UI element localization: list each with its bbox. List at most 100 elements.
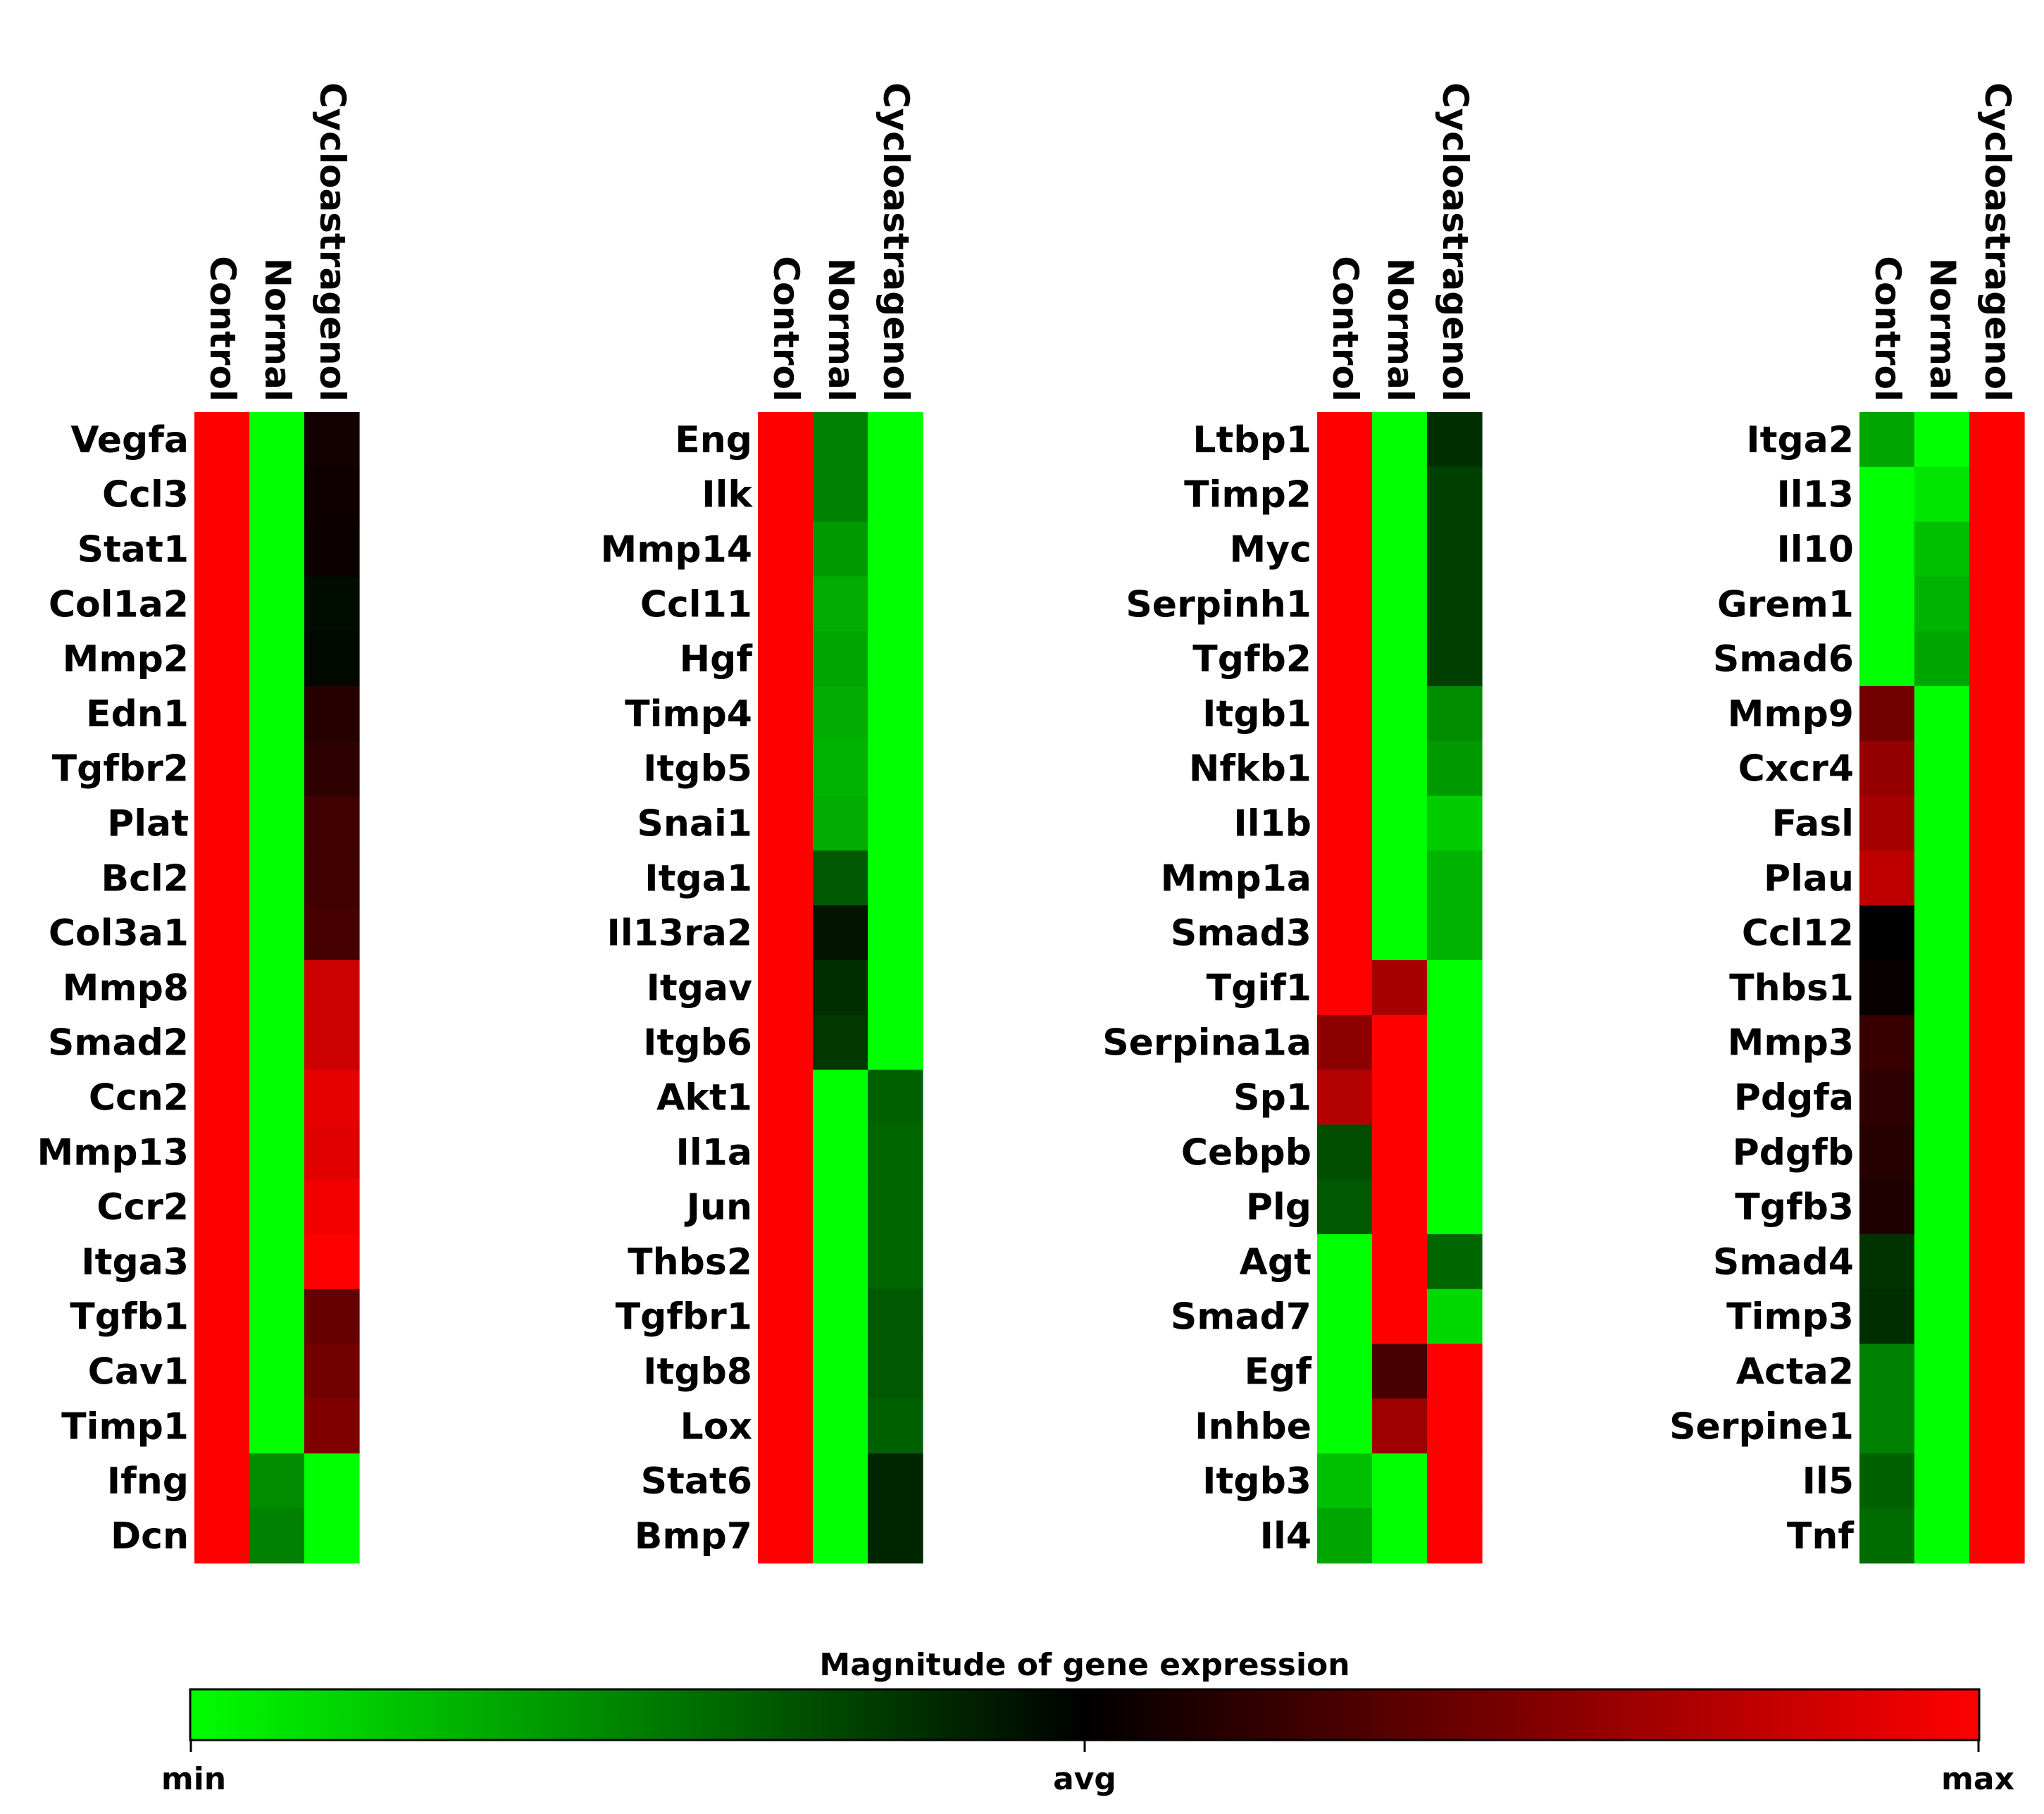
row-label: Cxcr4 (1738, 748, 1854, 790)
heatmap-cell (1914, 521, 1970, 577)
heatmap-cell (304, 412, 360, 468)
heatmap-cell (813, 1179, 868, 1235)
row-label: Mmp1a (1161, 857, 1311, 900)
heatmap-panel: Control Normal Cycloastragenol Eng Ilk Mmp14 C… (600, 82, 923, 1564)
heatmap-cell (249, 521, 305, 577)
heatmap-cell (868, 576, 923, 632)
heatmap-cell (1427, 1453, 1483, 1509)
row-label: Itgav (647, 967, 753, 1009)
heatmap-cell (249, 1453, 305, 1509)
row-label: Smad3 (1171, 912, 1311, 955)
heatmap-cell (758, 1234, 814, 1290)
heatmap-cell (194, 466, 250, 523)
row-label: Fasl (1772, 803, 1854, 845)
heatmap-cell (1859, 905, 1915, 961)
heatmap-cell (1859, 850, 1915, 906)
heatmap-cell (813, 1398, 868, 1454)
row-label: Mmp2 (63, 638, 189, 681)
column-label: Control (1867, 256, 1908, 402)
heatmap-cell (868, 412, 923, 468)
row-label: Mmp9 (1728, 693, 1854, 735)
heatmap-cell (1427, 1014, 1483, 1071)
heatmap-cell (813, 631, 868, 687)
column-label: Control (1325, 256, 1366, 402)
heatmap-cell (1969, 1069, 2025, 1125)
heatmap-cell (1427, 466, 1483, 523)
row-label: Akt1 (656, 1077, 752, 1119)
row-label: Ilk (702, 474, 753, 516)
heatmap-cell (868, 1398, 923, 1454)
heatmap-cell (758, 576, 814, 632)
row-label: Ccl11 (640, 583, 752, 626)
heatmap-cell (1427, 1508, 1483, 1564)
heatmap-cell (758, 1453, 814, 1509)
heatmap-cell (868, 1069, 923, 1125)
row-label: Serpina1a (1102, 1022, 1311, 1064)
heatmap-cell (1372, 960, 1428, 1016)
row-label: Mmp3 (1728, 1022, 1854, 1064)
row-label: Itga2 (1746, 419, 1854, 461)
heatmap-cell (1427, 1343, 1483, 1399)
heatmap-cell (1969, 1234, 2025, 1290)
heatmap-cell (194, 1398, 250, 1454)
row-label: Il1a (676, 1131, 752, 1174)
heatmap-cell (1969, 1179, 2025, 1235)
colorbar-avg-label: avg (1053, 1761, 1116, 1797)
heatmap-cell (758, 905, 814, 961)
heatmap-cell (1372, 850, 1428, 906)
row-label: Nfkb1 (1189, 748, 1311, 790)
heatmap-cell (1914, 1508, 1970, 1564)
heatmap-cell (1969, 850, 2025, 906)
heatmap-cell (1427, 1069, 1483, 1125)
heatmap-cell (758, 1288, 814, 1345)
row-label: Itga1 (644, 857, 752, 900)
row-label: Cebpb (1181, 1131, 1311, 1174)
heatmap-cell (1317, 1014, 1373, 1071)
heatmap-cell (1914, 576, 1970, 632)
heatmap-cell (868, 521, 923, 577)
row-label: Timp1 (61, 1405, 189, 1448)
heatmap-cell (1969, 686, 2025, 742)
heatmap-cell (1969, 1124, 2025, 1180)
heatmap-cell (1427, 521, 1483, 577)
heatmap-cell (1427, 1124, 1483, 1180)
heatmap-cell (1372, 1508, 1428, 1564)
heatmap-cell (1427, 1234, 1483, 1290)
row-label: Itga3 (81, 1241, 189, 1284)
heatmap-cell (1914, 1288, 1970, 1345)
row-label: Plg (1246, 1186, 1311, 1229)
heatmap-cell (249, 1234, 305, 1290)
heatmap-cell (1859, 1508, 1915, 1564)
heatmap-cell (304, 1288, 360, 1345)
heatmap-cell (1859, 686, 1915, 742)
heatmap-cell (758, 1069, 814, 1125)
heatmap-cell (1914, 1069, 1970, 1125)
row-label: Smad7 (1171, 1296, 1311, 1338)
heatmap-cell (194, 1179, 250, 1235)
heatmap-cell (813, 795, 868, 851)
heatmap-cell (1427, 686, 1483, 742)
row-label: Itgb8 (643, 1351, 752, 1393)
heatmap-cell (1317, 1398, 1373, 1454)
heatmap-cell (249, 631, 305, 687)
heatmap-cell (1914, 1179, 1970, 1235)
heatmap-cell (1969, 631, 2025, 687)
column-label: Cycloastragenol (1435, 82, 1476, 402)
heatmap-cell (1317, 850, 1373, 906)
heatmap-cell (1969, 1343, 2025, 1399)
heatmap-cell (249, 1124, 305, 1180)
heatmap-cell (1859, 960, 1915, 1016)
heatmap-cell (194, 1234, 250, 1290)
row-label: Bcl2 (101, 857, 189, 900)
heatmap-cell (304, 850, 360, 906)
heatmap-cell (194, 1343, 250, 1399)
heatmap-cell (194, 1124, 250, 1180)
heatmap-cell (1914, 905, 1970, 961)
heatmap-cell (868, 1014, 923, 1071)
row-label: Timp3 (1726, 1296, 1854, 1338)
row-label: Itgb6 (643, 1022, 752, 1064)
heatmap-cell (1372, 521, 1428, 577)
row-label: Ltbp1 (1192, 419, 1311, 461)
heatmap-cell (194, 686, 250, 742)
heatmap-cell (249, 576, 305, 632)
